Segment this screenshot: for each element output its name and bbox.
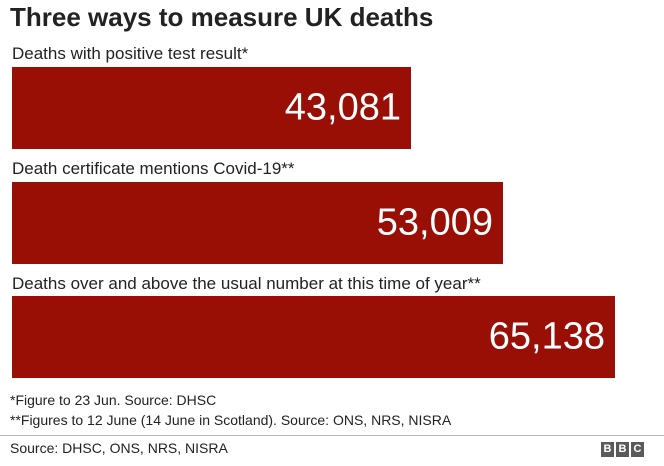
bbc-logo: B B C <box>601 442 644 457</box>
bar: 53,009 <box>12 182 503 264</box>
category-label: Deaths with positive test result* <box>12 44 249 63</box>
bar-value-label: 53,009 <box>376 201 493 244</box>
footnote-2: **Figures to 12 June (14 June in Scotlan… <box>10 412 452 428</box>
footnote-1: *Figure to 23 Jun. Source: DHSC <box>10 392 217 408</box>
bar: 65,138 <box>12 296 615 378</box>
footer-divider <box>0 435 664 436</box>
bar: 43,081 <box>12 67 411 149</box>
source-text: Source: DHSC, ONS, NRS, NISRA <box>10 440 228 456</box>
category-label: Death certificate mentions Covid-19** <box>12 159 295 178</box>
category-label: Deaths over and above the usual number a… <box>12 274 481 293</box>
bbc-logo-letter: B <box>616 442 629 457</box>
bar-value-label: 65,138 <box>488 315 605 358</box>
bbc-logo-letter: B <box>601 442 614 457</box>
bbc-logo-letter: C <box>631 442 644 457</box>
chart-title: Three ways to measure UK deaths <box>10 2 434 32</box>
bar-value-label: 43,081 <box>284 86 401 129</box>
